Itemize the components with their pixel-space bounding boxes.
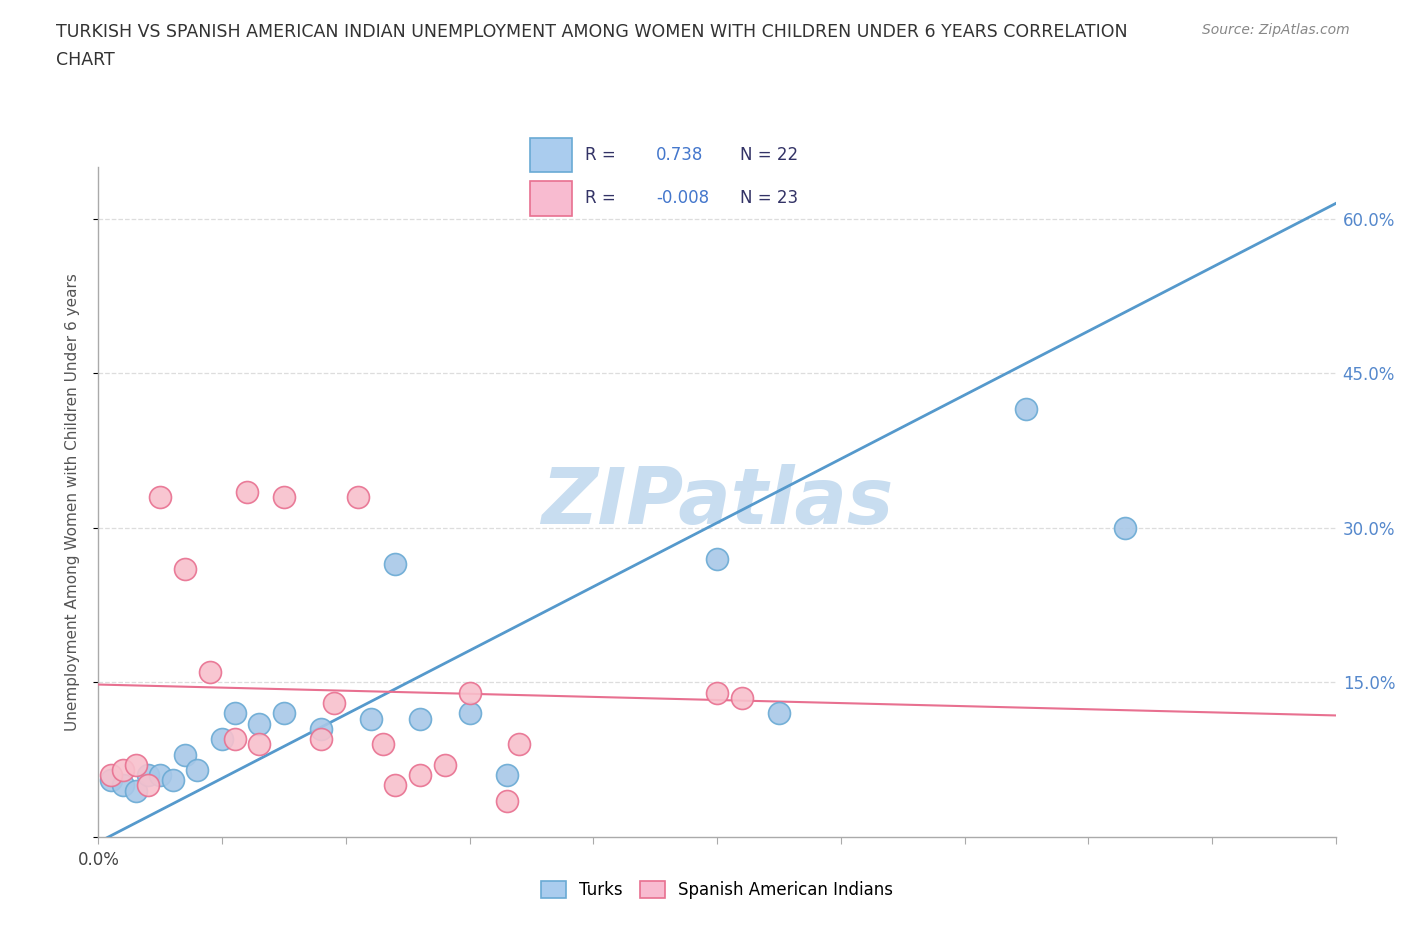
FancyBboxPatch shape xyxy=(530,138,572,172)
Point xyxy=(198,665,221,680)
Point xyxy=(495,768,517,783)
Legend: Turks, Spanish American Indians: Turks, Spanish American Indians xyxy=(534,874,900,906)
Point xyxy=(124,783,146,798)
Point xyxy=(1114,521,1136,536)
Point xyxy=(211,732,233,747)
Text: R =: R = xyxy=(585,189,616,207)
Text: TURKISH VS SPANISH AMERICAN INDIAN UNEMPLOYMENT AMONG WOMEN WITH CHILDREN UNDER : TURKISH VS SPANISH AMERICAN INDIAN UNEMP… xyxy=(56,23,1128,41)
Point xyxy=(347,489,370,504)
Point xyxy=(371,737,394,751)
Point xyxy=(186,763,208,777)
Point xyxy=(273,489,295,504)
Point xyxy=(309,732,332,747)
Point xyxy=(247,737,270,751)
Point xyxy=(174,562,197,577)
Point xyxy=(162,773,184,788)
Text: 0.738: 0.738 xyxy=(657,146,703,165)
Point xyxy=(508,737,530,751)
Point xyxy=(112,778,135,793)
Point xyxy=(224,706,246,721)
Text: CHART: CHART xyxy=(56,51,115,69)
Point xyxy=(706,685,728,700)
Point xyxy=(731,690,754,705)
Point xyxy=(247,716,270,731)
Point xyxy=(384,556,406,571)
Text: -0.008: -0.008 xyxy=(657,189,709,207)
Point xyxy=(409,711,432,726)
Point xyxy=(768,706,790,721)
FancyBboxPatch shape xyxy=(530,181,572,216)
Point xyxy=(149,489,172,504)
Point xyxy=(409,768,432,783)
Point xyxy=(136,778,159,793)
Point xyxy=(384,778,406,793)
Point xyxy=(224,732,246,747)
Point xyxy=(149,768,172,783)
Point xyxy=(100,768,122,783)
Y-axis label: Unemployment Among Women with Children Under 6 years: Unemployment Among Women with Children U… xyxy=(65,273,80,731)
Point xyxy=(458,685,481,700)
Point xyxy=(1015,402,1038,417)
Point xyxy=(458,706,481,721)
Point xyxy=(112,763,135,777)
Text: N = 22: N = 22 xyxy=(740,146,799,165)
Point xyxy=(495,793,517,808)
Point xyxy=(100,773,122,788)
Text: R =: R = xyxy=(585,146,616,165)
Point xyxy=(360,711,382,726)
Point xyxy=(706,551,728,566)
Text: Source: ZipAtlas.com: Source: ZipAtlas.com xyxy=(1202,23,1350,37)
Point xyxy=(136,768,159,783)
Point xyxy=(309,722,332,737)
Point xyxy=(174,747,197,762)
Text: ZIPatlas: ZIPatlas xyxy=(541,464,893,540)
Point xyxy=(322,696,344,711)
Point xyxy=(236,485,259,499)
Text: N = 23: N = 23 xyxy=(740,189,799,207)
Point xyxy=(433,757,456,772)
Point xyxy=(124,757,146,772)
Point xyxy=(273,706,295,721)
